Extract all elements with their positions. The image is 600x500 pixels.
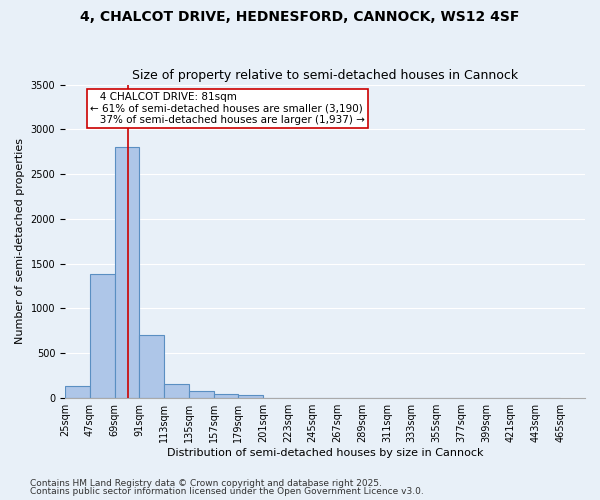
Bar xyxy=(90,274,115,398)
Bar xyxy=(115,147,139,398)
Title: Size of property relative to semi-detached houses in Cannock: Size of property relative to semi-detach… xyxy=(132,69,518,82)
Bar xyxy=(189,390,214,398)
Bar xyxy=(238,395,263,398)
Bar xyxy=(214,394,238,398)
Text: Contains public sector information licensed under the Open Government Licence v3: Contains public sector information licen… xyxy=(30,487,424,496)
Y-axis label: Number of semi-detached properties: Number of semi-detached properties xyxy=(15,138,25,344)
Bar xyxy=(65,386,90,398)
Bar xyxy=(139,335,164,398)
X-axis label: Distribution of semi-detached houses by size in Cannock: Distribution of semi-detached houses by … xyxy=(167,448,483,458)
Text: 4 CHALCOT DRIVE: 81sqm
← 61% of semi-detached houses are smaller (3,190)
   37% : 4 CHALCOT DRIVE: 81sqm ← 61% of semi-det… xyxy=(90,92,365,125)
Text: 4, CHALCOT DRIVE, HEDNESFORD, CANNOCK, WS12 4SF: 4, CHALCOT DRIVE, HEDNESFORD, CANNOCK, W… xyxy=(80,10,520,24)
Bar xyxy=(164,384,189,398)
Text: Contains HM Land Registry data © Crown copyright and database right 2025.: Contains HM Land Registry data © Crown c… xyxy=(30,478,382,488)
